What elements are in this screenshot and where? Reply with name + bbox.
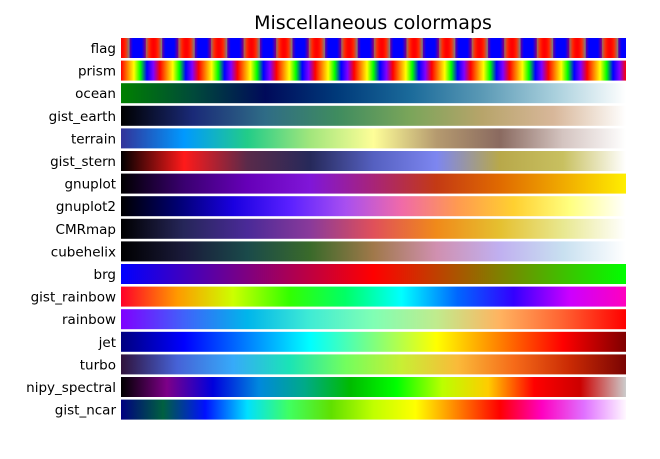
colormap-label-terrain: terrain <box>71 131 116 147</box>
colormap-bar-terrain <box>121 128 626 149</box>
colormap-bar-gist_ncar <box>121 399 626 420</box>
chart-title: Miscellaneous colormaps <box>254 12 492 34</box>
colormap-bar-gist_stern <box>121 151 626 171</box>
colormap-bar-gnuplot2 <box>121 196 626 217</box>
colormap-bar-nipy_spectral <box>121 377 626 397</box>
colormap-bar-gist_rainbow <box>121 286 626 307</box>
colormap-label-prism: prism <box>78 64 116 80</box>
colormap-label-gist_stern: gist_stern <box>50 154 116 170</box>
colormap-bar-CMRmap <box>121 218 626 239</box>
colormap-label-flag: flag <box>91 41 116 57</box>
colormap-bar-cubehelix <box>121 241 626 262</box>
colormap-bar-turbo <box>121 354 626 375</box>
colormap-label-gist_earth: gist_earth <box>49 109 116 125</box>
colormap-label-gist_ncar: gist_ncar <box>55 403 117 419</box>
colormap-bar-gist_earth <box>121 105 626 126</box>
colormap-label-turbo: turbo <box>80 357 116 373</box>
colormap-label-gist_rainbow: gist_rainbow <box>31 290 116 306</box>
colormap-label-nipy_spectral: nipy_spectral <box>26 380 116 396</box>
colormap-label-gnuplot2: gnuplot2 <box>56 199 116 215</box>
colormap-label-jet: jet <box>98 335 116 351</box>
colormap-bar-gnuplot <box>121 173 626 194</box>
colormap-label-CMRmap: CMRmap <box>56 222 116 238</box>
colormap-label-cubehelix: cubehelix <box>51 244 116 260</box>
colormap-bar-prism <box>121 60 626 81</box>
colormap-bar-rainbow <box>121 309 626 330</box>
colormap-bar-ocean <box>121 83 626 104</box>
colormap-label-rainbow: rainbow <box>62 312 116 328</box>
colormap-label-gnuplot: gnuplot <box>64 177 116 193</box>
colormap-bar-flag <box>121 38 626 58</box>
colormap-bar-brg <box>121 264 626 284</box>
colormap-bar-jet <box>121 331 626 352</box>
colormap-label-ocean: ocean <box>75 86 116 102</box>
colormap-label-brg: brg <box>94 267 116 283</box>
